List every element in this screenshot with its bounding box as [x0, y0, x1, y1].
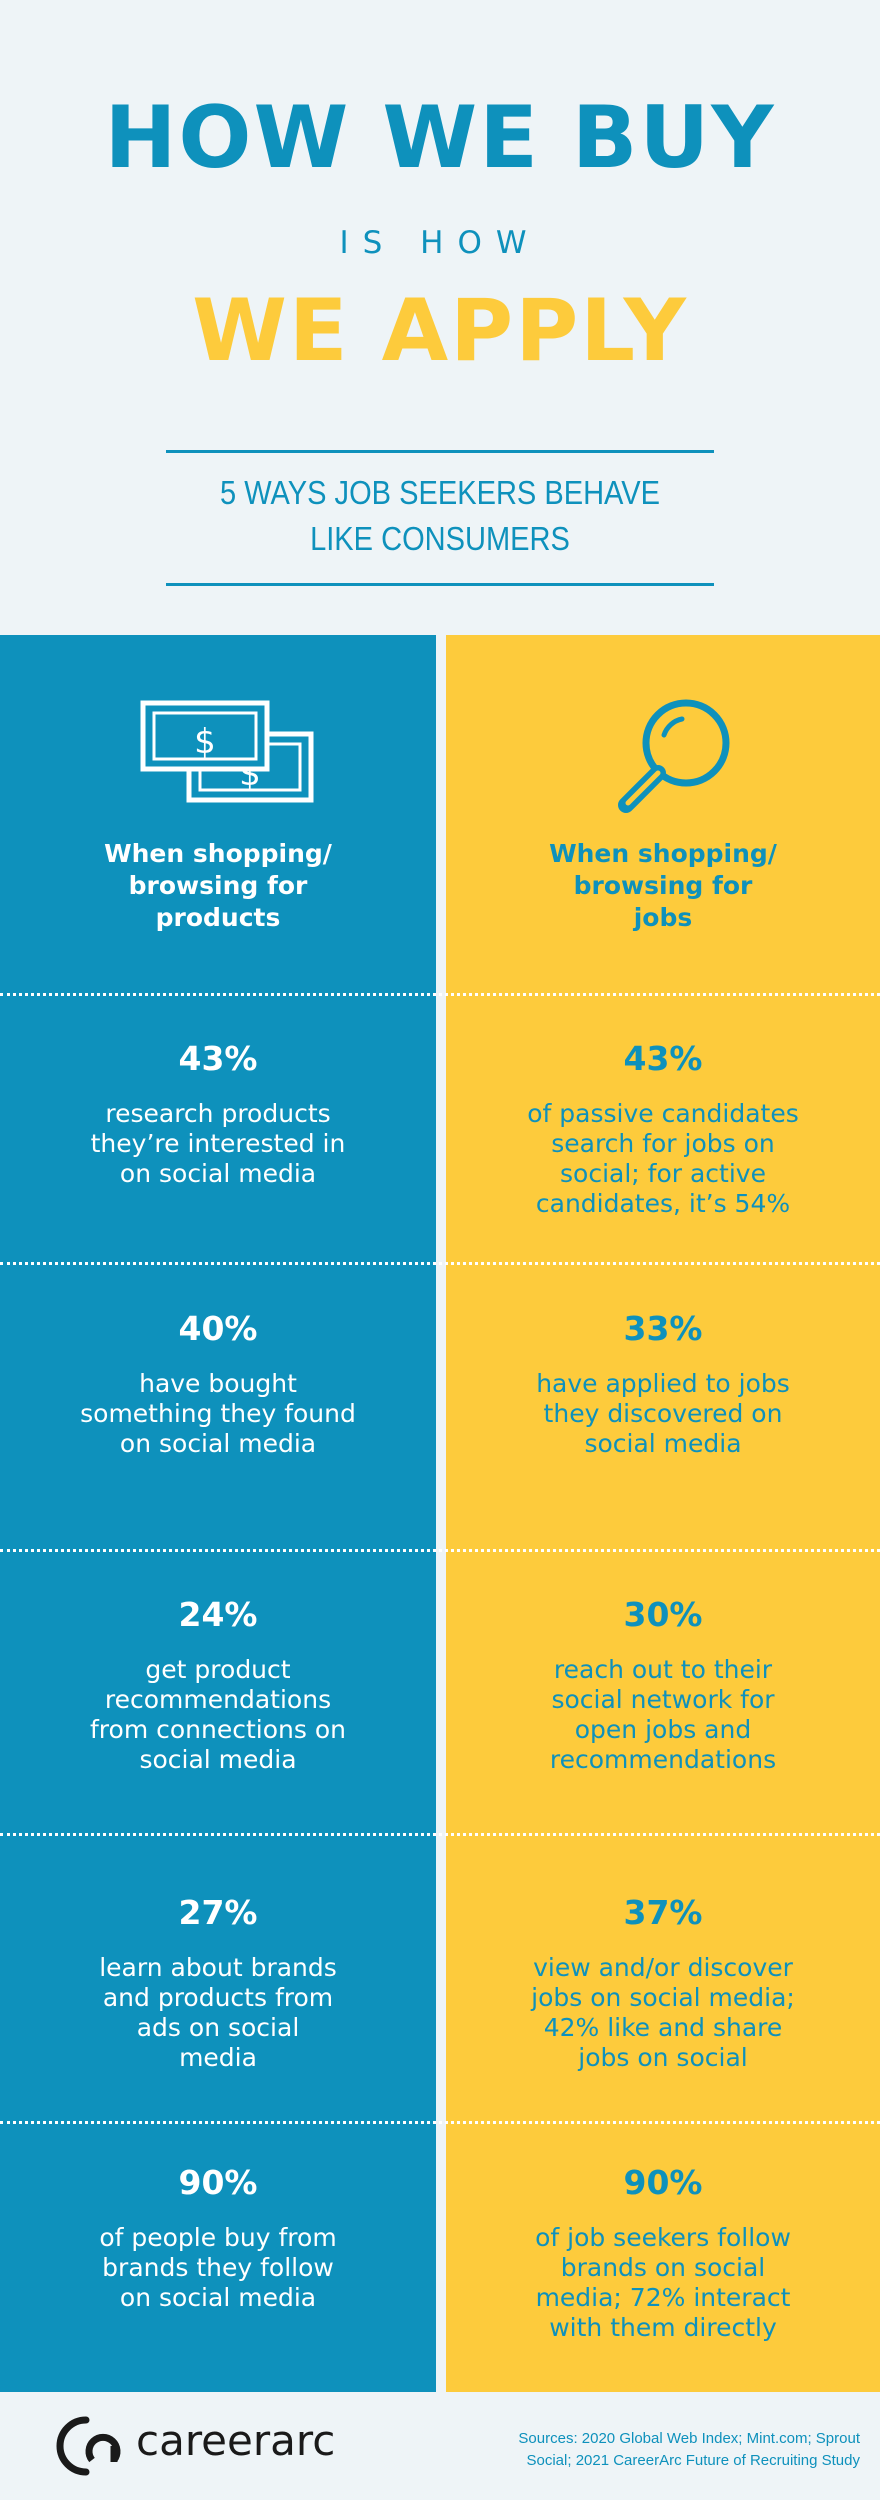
stat-line: have bought: [139, 1369, 297, 1398]
subtitle: 5 WAYS JOB SEEKERS BEHAVE LIKE CONSUMERS: [53, 470, 827, 562]
row-divider: [0, 1262, 880, 1265]
stat-percent: 43%: [178, 1039, 258, 1078]
stat-line: get product: [145, 1655, 291, 1684]
stat-percent: 90%: [623, 2163, 703, 2202]
products-column-heading: When shopping/ browsing for products: [20, 838, 416, 934]
stat-line: of passive candidates: [527, 1099, 799, 1128]
stat-line: brands they follow: [102, 2253, 334, 2282]
row-divider: [0, 993, 880, 996]
stat-cell-products-3: 24% get product recommendations from con…: [20, 1595, 416, 1775]
stat-line: have applied to jobs: [536, 1369, 790, 1398]
jobs-column: [446, 635, 880, 2392]
svg-text:$: $: [194, 722, 216, 762]
row-divider: [0, 2121, 880, 2124]
stat-percent: 27%: [178, 1893, 258, 1932]
stat-description: have bought something they found on soci…: [20, 1369, 416, 1459]
stat-percent: 40%: [178, 1309, 258, 1348]
stat-line: research products: [105, 1099, 331, 1128]
jobs-column-heading: When shopping/ browsing for jobs: [466, 838, 860, 934]
stat-cell-products-1: 43% research products they’re interested…: [20, 1039, 416, 1189]
heading-line: products: [155, 903, 281, 932]
sources-note: Sources: 2020 Global Web Index; Mint.com…: [440, 2428, 860, 2472]
stat-line: of people buy from: [99, 2223, 337, 2252]
stat-line: view and/or discover: [533, 1953, 793, 1982]
row-divider: [0, 1833, 880, 1836]
stat-line: social network for: [551, 1685, 775, 1714]
stat-cell-jobs-2: 33% have applied to jobs they discovered…: [466, 1309, 860, 1459]
stat-line: they discovered on: [543, 1399, 783, 1428]
stat-line: on social media: [119, 1159, 317, 1188]
stat-cell-jobs-3: 30% reach out to their social network fo…: [466, 1595, 860, 1775]
stat-cell-jobs-1: 43% of passive candidates search for job…: [466, 1039, 860, 1219]
heading-line: browsing for: [573, 871, 753, 900]
stat-cell-jobs-4: 37% view and/or discover jobs on social …: [466, 1893, 860, 2073]
heading-line: When shopping/: [104, 839, 332, 868]
row-divider: [0, 1549, 880, 1552]
heading-line: jobs: [633, 903, 693, 932]
header: HOW WE BUY IS HOW WE APPLY 5 WAYS JOB SE…: [0, 0, 880, 635]
title-how-we-buy: HOW WE BUY: [104, 88, 776, 188]
sources-line: Social; 2021 CareerArc Future of Recruit…: [526, 2452, 861, 2469]
stat-cell-products-2: 40% have bought something they found on …: [20, 1309, 416, 1459]
stat-percent: 30%: [623, 1595, 703, 1634]
stat-cell-jobs-5: 90% of job seekers follow brands on soci…: [466, 2163, 860, 2343]
subtitle-line-2: LIKE CONSUMERS: [310, 520, 570, 557]
stat-line: jobs on social: [578, 2043, 748, 2072]
money-bills-icon: $ $: [138, 698, 318, 812]
sources-line: Sources: 2020 Global Web Index; Mint.com…: [518, 2430, 860, 2447]
stat-line: something they found: [80, 1399, 356, 1428]
stat-line: social media: [139, 1745, 297, 1774]
stat-line: candidates, it’s 54%: [535, 1189, 791, 1218]
stat-cell-products-4: 27% learn about brands and products from…: [20, 1893, 416, 2073]
subtitle-bottom-rule: [166, 583, 714, 586]
stat-line: search for jobs on: [551, 1129, 775, 1158]
subtitle-top-rule: [166, 450, 714, 453]
stat-line: of job seekers follow: [535, 2223, 791, 2252]
stat-percent: 33%: [623, 1309, 703, 1348]
products-column: [0, 635, 436, 2392]
stat-line: brands on social: [560, 2253, 766, 2282]
stat-line: with them directly: [549, 2313, 777, 2342]
careerarc-logo-icon: [56, 2414, 126, 2482]
stat-line: and products from: [102, 1983, 334, 2012]
stat-description: get product recommendations from connect…: [20, 1655, 416, 1775]
stat-line: 42% like and share: [543, 2013, 783, 2042]
stat-line: social media: [584, 1429, 742, 1458]
stat-description: of people buy from brands they follow on…: [20, 2223, 416, 2313]
stat-description: view and/or discover jobs on social medi…: [466, 1953, 860, 2073]
stat-line: on social media: [119, 1429, 317, 1458]
stat-percent: 43%: [623, 1039, 703, 1078]
stat-description: learn about brands and products from ads…: [20, 1953, 416, 2073]
careerarc-wordmark: careerarc: [136, 2416, 336, 2465]
stat-cell-products-5: 90% of people buy from brands they follo…: [20, 2163, 416, 2313]
stat-description: reach out to their social network for op…: [466, 1655, 860, 1775]
stat-line: open jobs and: [574, 1715, 752, 1744]
magnifying-glass-icon: [616, 695, 736, 819]
stat-line: recommendations: [549, 1745, 777, 1774]
stat-percent: 90%: [178, 2163, 258, 2202]
stat-line: jobs on social media;: [531, 1983, 795, 2012]
heading-line: browsing for: [128, 871, 308, 900]
footer: [0, 2392, 880, 2500]
stat-percent: 24%: [178, 1595, 258, 1634]
stat-line: media; 72% interact: [535, 2283, 791, 2312]
stat-line: from connections on: [90, 1715, 346, 1744]
stat-line: on social media: [119, 2283, 317, 2312]
stat-description: research products they’re interested in …: [20, 1099, 416, 1189]
subtitle-line-1: 5 WAYS JOB SEEKERS BEHAVE: [219, 474, 661, 511]
title-is-how: IS HOW: [339, 225, 541, 261]
stat-line: learn about brands: [99, 1953, 337, 1982]
stat-line: they’re interested in: [90, 1129, 346, 1158]
title-we-apply: WE APPLY: [192, 281, 688, 381]
stat-description: have applied to jobs they discovered on …: [466, 1369, 860, 1459]
stat-description: of passive candidates search for jobs on…: [466, 1099, 860, 1219]
stat-line: reach out to their: [553, 1655, 773, 1684]
stat-line: ads on social: [136, 2013, 300, 2042]
heading-line: When shopping/: [549, 839, 777, 868]
stat-line: media: [179, 2043, 257, 2072]
stat-description: of job seekers follow brands on social m…: [466, 2223, 860, 2343]
stat-line: social; for active: [560, 1159, 766, 1188]
stat-line: recommendations: [104, 1685, 332, 1714]
stat-percent: 37%: [623, 1893, 703, 1932]
